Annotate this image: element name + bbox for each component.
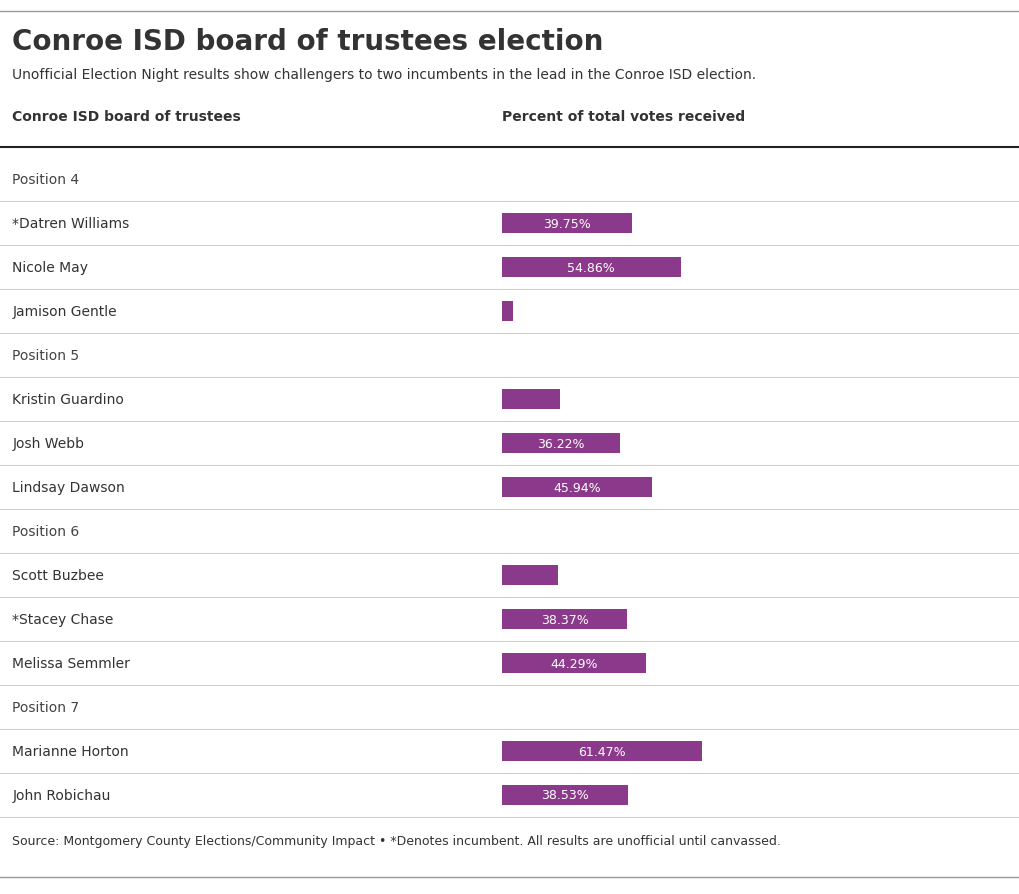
Text: Nicole May: Nicole May xyxy=(12,261,89,274)
Text: John Robichau: John Robichau xyxy=(12,789,110,802)
Text: *Stacey Chase: *Stacey Chase xyxy=(12,612,113,627)
Text: Jamison Gentle: Jamison Gentle xyxy=(12,305,117,318)
Text: Position 5: Position 5 xyxy=(12,349,79,363)
Text: Josh Webb: Josh Webb xyxy=(12,436,85,451)
Text: Position 4: Position 4 xyxy=(12,173,79,187)
Text: Unofficial Election Night results show challengers to two incumbents in the lead: Unofficial Election Night results show c… xyxy=(12,68,756,82)
Bar xyxy=(501,610,627,629)
Bar xyxy=(501,434,620,453)
Bar xyxy=(501,654,646,673)
Text: 45.94%: 45.94% xyxy=(552,481,600,494)
Bar xyxy=(501,565,557,586)
Text: 36.22%: 36.22% xyxy=(537,437,584,450)
Bar xyxy=(501,214,631,233)
Text: 44.29%: 44.29% xyxy=(550,657,597,670)
Text: Position 6: Position 6 xyxy=(12,525,79,538)
Bar xyxy=(501,785,627,805)
Text: Marianne Horton: Marianne Horton xyxy=(12,744,128,758)
Bar xyxy=(501,257,681,278)
Text: Position 7: Position 7 xyxy=(12,700,79,714)
Text: 61.47%: 61.47% xyxy=(578,745,626,757)
Bar xyxy=(501,477,651,497)
Text: 54.86%: 54.86% xyxy=(567,261,614,274)
Text: Melissa Semmler: Melissa Semmler xyxy=(12,656,130,670)
Text: Conroe ISD board of trustees election: Conroe ISD board of trustees election xyxy=(12,28,603,56)
Text: Scott Buzbee: Scott Buzbee xyxy=(12,569,104,582)
Text: Lindsay Dawson: Lindsay Dawson xyxy=(12,480,125,494)
Text: Kristin Guardino: Kristin Guardino xyxy=(12,392,124,407)
Bar xyxy=(501,741,702,761)
Bar xyxy=(501,390,559,409)
Text: Conroe ISD board of trustees: Conroe ISD board of trustees xyxy=(12,110,240,124)
Text: 39.75%: 39.75% xyxy=(542,217,590,231)
Text: *Datren Williams: *Datren Williams xyxy=(12,216,129,231)
Text: Percent of total votes received: Percent of total votes received xyxy=(501,110,744,124)
Text: 38.37%: 38.37% xyxy=(540,612,588,626)
Text: Source: Montgomery County Elections/Community Impact • *Denotes incumbent. All r: Source: Montgomery County Elections/Comm… xyxy=(12,834,781,847)
Bar xyxy=(501,301,513,322)
Text: 38.53%: 38.53% xyxy=(540,789,588,802)
